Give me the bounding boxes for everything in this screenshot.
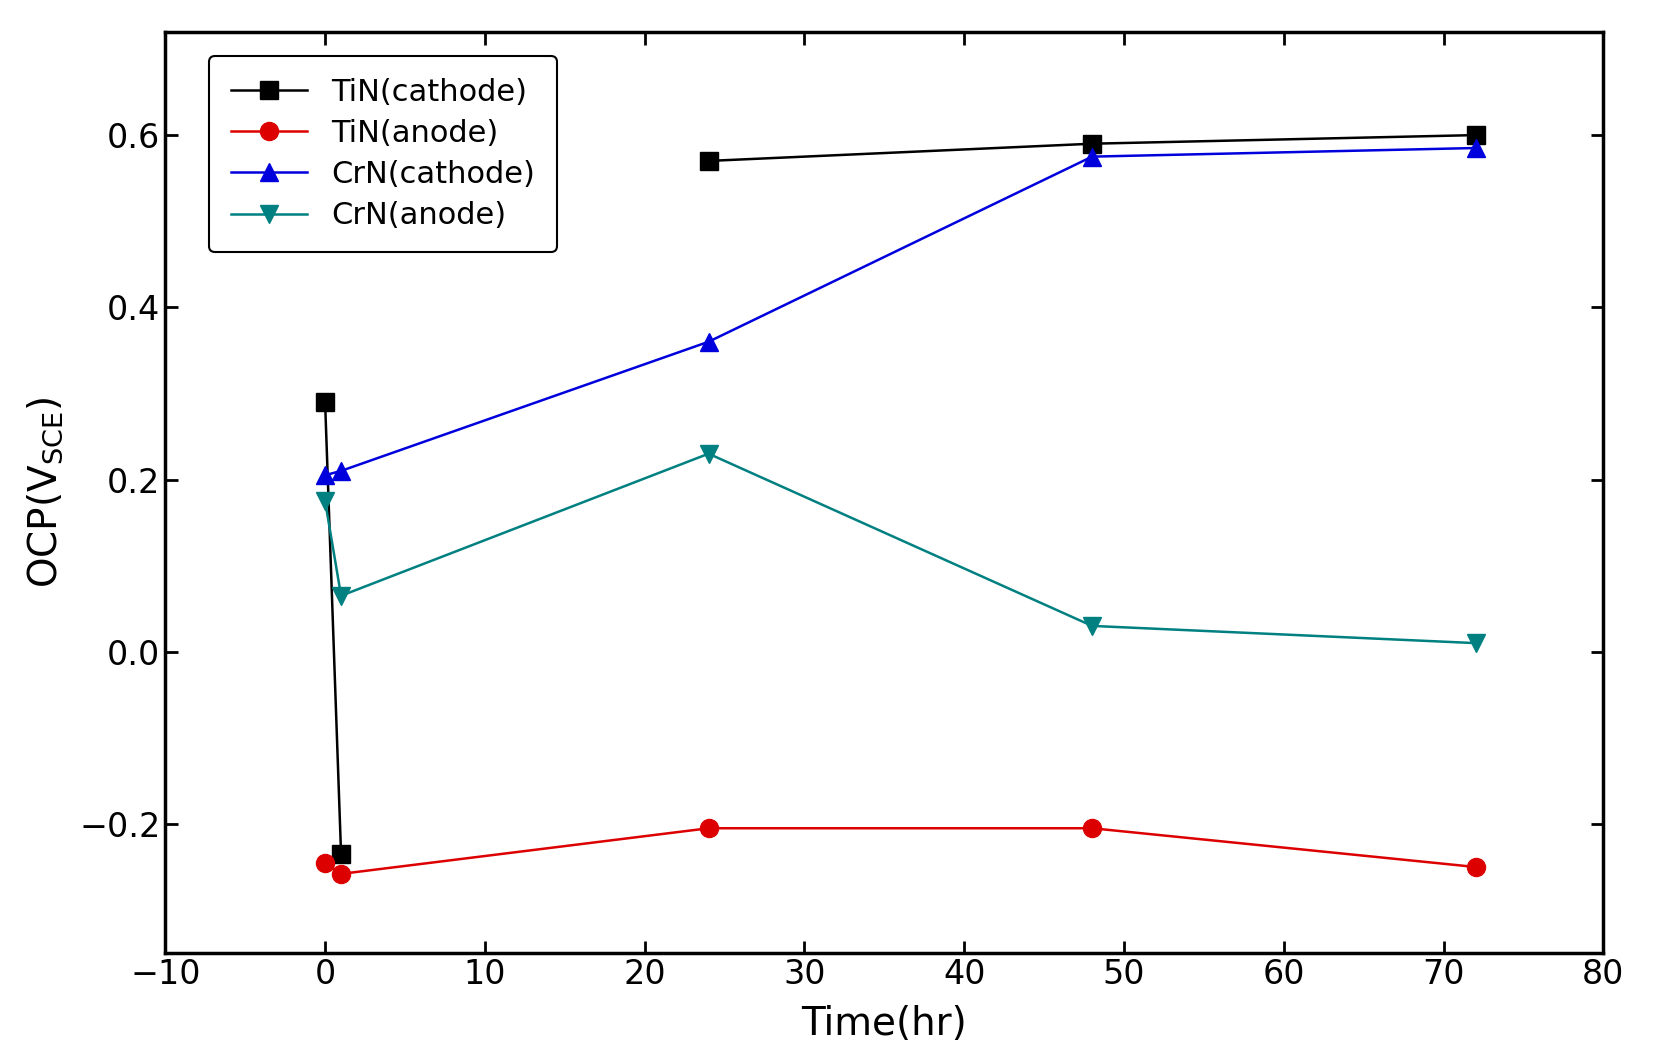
TiN(anode) — [1083, 822, 1103, 834]
CrN(cathode) — [331, 465, 350, 478]
Line: CrN(cathode): CrN(cathode) — [316, 139, 1484, 484]
CrN(cathode) — [1466, 142, 1486, 155]
Line: TiN(cathode): TiN(cathode) — [316, 393, 350, 863]
CrN(anode) — [316, 495, 336, 507]
Legend: TiN(cathode), TiN(anode), CrN(cathode), CrN(anode): TiN(cathode), TiN(anode), CrN(cathode), … — [210, 56, 557, 252]
CrN(anode) — [699, 447, 719, 460]
TiN(anode) — [316, 857, 336, 869]
TiN(cathode) — [331, 847, 350, 860]
TiN(anode) — [699, 822, 719, 834]
TiN(anode) — [1466, 861, 1486, 874]
CrN(anode) — [1083, 620, 1103, 632]
TiN(anode) — [331, 867, 350, 880]
CrN(cathode) — [699, 336, 719, 348]
Y-axis label: OCP(V$_{\mathregular{SCE}}$): OCP(V$_{\mathregular{SCE}}$) — [25, 397, 64, 588]
Line: TiN(anode): TiN(anode) — [316, 820, 1484, 883]
CrN(anode) — [331, 590, 350, 603]
CrN(cathode) — [316, 469, 336, 482]
CrN(cathode) — [1083, 150, 1103, 163]
X-axis label: Time(hr): Time(hr) — [802, 1005, 967, 1043]
CrN(anode) — [1466, 636, 1486, 649]
TiN(cathode) — [316, 396, 336, 409]
Line: CrN(anode): CrN(anode) — [316, 445, 1484, 652]
